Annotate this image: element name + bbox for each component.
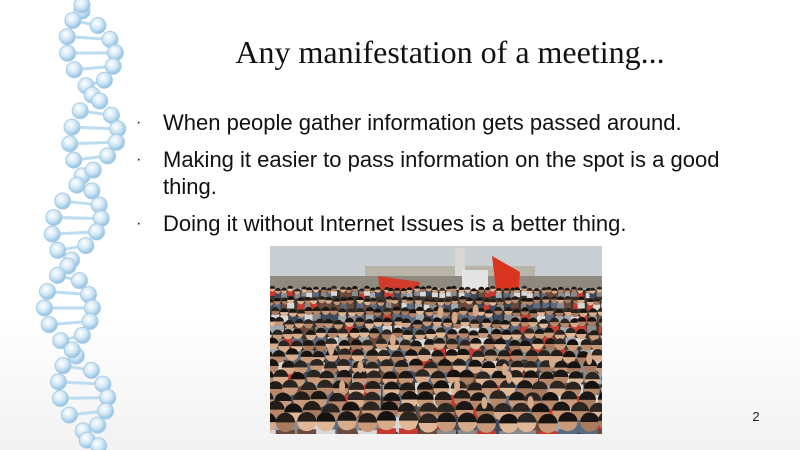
helix-bead: [54, 192, 72, 210]
bullet-text: Doing it without Internet Issues is a be…: [163, 211, 627, 236]
helix-bead: [99, 147, 117, 165]
helix-bead: [54, 357, 72, 375]
helix-bead: [58, 28, 76, 46]
helix-bead: [65, 151, 83, 169]
helix-bead: [49, 373, 67, 391]
dna-helix-graphic: [35, 0, 127, 450]
bullet-marker: ·: [136, 114, 142, 131]
helix-bead: [73, 326, 91, 344]
helix-bead: [91, 92, 109, 110]
helix-bead: [71, 102, 89, 120]
helix-bead: [64, 11, 82, 29]
helix-bead: [70, 272, 88, 290]
helix-bead: [107, 133, 125, 151]
helix-bead: [84, 161, 102, 179]
helix-bead: [60, 406, 78, 424]
helix-bead: [38, 282, 56, 300]
bullet-list: · When people gather information gets pa…: [130, 109, 750, 247]
helix-bead: [90, 437, 108, 450]
bullet-item: · Doing it without Internet Issues is a …: [130, 210, 750, 237]
helix-bead: [73, 0, 91, 14]
helix-bead: [48, 266, 66, 284]
helix-bead: [40, 316, 58, 334]
helix-bead: [61, 135, 79, 153]
helix-bead: [89, 416, 107, 434]
helix-bead: [68, 176, 86, 194]
helix-bead: [97, 402, 115, 420]
helix-bead: [83, 182, 101, 200]
bullet-text: When people gather information gets pass…: [163, 110, 682, 135]
helix-bead: [63, 118, 81, 136]
helix-bead: [43, 225, 61, 243]
helix-bead: [81, 312, 99, 330]
bullet-marker: ·: [136, 151, 142, 168]
helix-bead: [82, 361, 100, 379]
helix-bead: [52, 332, 70, 350]
helix-bead: [104, 57, 122, 75]
helix-bead: [77, 237, 95, 255]
bullet-item: · When people gather information gets pa…: [130, 109, 750, 136]
bullet-item: · Making it easier to pass information o…: [130, 146, 750, 200]
helix-bead: [45, 209, 63, 227]
helix-bead: [49, 241, 67, 259]
helix-bead: [88, 223, 106, 241]
helix-bead: [35, 299, 53, 317]
helix-bead: [89, 17, 107, 35]
bullet-text: Making it easier to pass information on …: [163, 147, 720, 199]
bullet-marker: ·: [136, 215, 142, 232]
page-number: 2: [752, 409, 760, 424]
slide-title: Any manifestation of a meeting...: [235, 34, 665, 70]
helix-bead: [95, 71, 113, 89]
crowd-protest-photo: [270, 246, 602, 434]
helix-bead: [59, 44, 77, 62]
helix-bead: [63, 341, 81, 359]
helix-bead: [51, 389, 69, 407]
helix-bead: [65, 61, 83, 79]
